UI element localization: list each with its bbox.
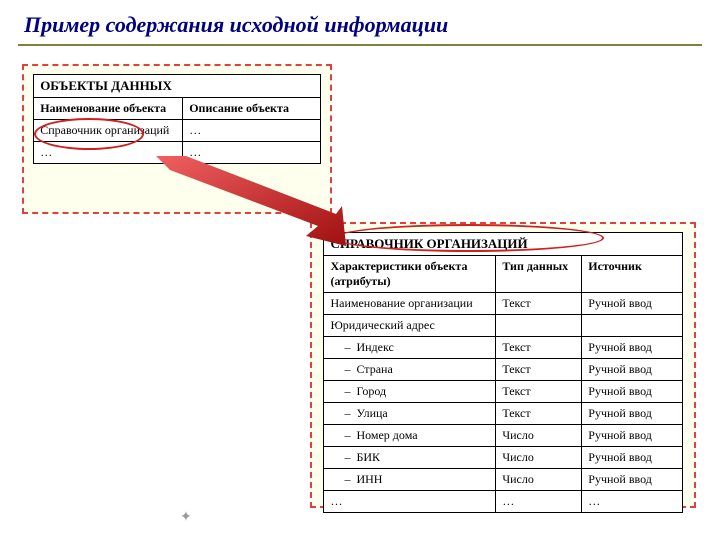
table-row: –УлицаТекстРучной ввод bbox=[324, 403, 682, 425]
table-row: Наименование организацииТекстРучной ввод bbox=[324, 293, 682, 315]
table-row: ……… bbox=[324, 491, 682, 513]
dir-col-0: Характеристики объекта (атрибуты) bbox=[324, 256, 496, 293]
cell-src: Ручной ввод bbox=[582, 447, 682, 469]
cell-attr: –ИНН bbox=[324, 469, 496, 491]
table-row: –Номер домаЧислоРучной ввод bbox=[324, 425, 682, 447]
cell-attr: –БИК bbox=[324, 447, 496, 469]
cell-attr: Юридический адрес bbox=[324, 315, 496, 337]
cell-src: Ручной ввод bbox=[582, 425, 682, 447]
cell: … bbox=[34, 142, 183, 164]
directory-table: СПРАВОЧНИК ОРГАНИЗАЦИЙ Характеристики об… bbox=[323, 232, 682, 513]
objects-col-1: Описание объекта bbox=[183, 98, 321, 120]
objects-table-title: ОБЪЕКТЫ ДАННЫХ bbox=[34, 75, 321, 98]
cell-src bbox=[582, 315, 682, 337]
page-corner-icon: ✦ bbox=[180, 509, 192, 526]
cell-type: Текст bbox=[496, 359, 582, 381]
cell-attr: –Улица bbox=[324, 403, 496, 425]
cell-type: Число bbox=[496, 469, 582, 491]
directory-frame: СПРАВОЧНИК ОРГАНИЗАЦИЙ Характеристики об… bbox=[310, 222, 696, 508]
table-row: Юридический адрес bbox=[324, 315, 682, 337]
cell-type: Число bbox=[496, 425, 582, 447]
table-row: –БИКЧислоРучной ввод bbox=[324, 447, 682, 469]
cell: Справочник организаций bbox=[34, 120, 183, 142]
cell-attr: … bbox=[324, 491, 496, 513]
cell-attr: –Номер дома bbox=[324, 425, 496, 447]
cell-src: Ручной ввод bbox=[582, 403, 682, 425]
cell: … bbox=[183, 120, 321, 142]
directory-table-title: СПРАВОЧНИК ОРГАНИЗАЦИЙ bbox=[324, 233, 682, 256]
table-row: –ИндексТекстРучной ввод bbox=[324, 337, 682, 359]
cell-attr: –Город bbox=[324, 381, 496, 403]
objects-frame: ОБЪЕКТЫ ДАННЫХ Наименование объекта Опис… bbox=[22, 64, 332, 214]
cell-type bbox=[496, 315, 582, 337]
cell-type: Число bbox=[496, 447, 582, 469]
dir-col-1: Тип данных bbox=[496, 256, 582, 293]
cell-src: Ручной ввод bbox=[582, 337, 682, 359]
cell-type: Текст bbox=[496, 337, 582, 359]
cell-src: Ручной ввод bbox=[582, 359, 682, 381]
cell-type: Текст bbox=[496, 293, 582, 315]
cell: … bbox=[183, 142, 321, 164]
table-row: –ИННЧислоРучной ввод bbox=[324, 469, 682, 491]
slide-title: Пример содержания исходной информации bbox=[24, 12, 448, 38]
cell-type: Текст bbox=[496, 381, 582, 403]
objects-table: ОБЪЕКТЫ ДАННЫХ Наименование объекта Опис… bbox=[33, 74, 321, 164]
cell-src: … bbox=[582, 491, 682, 513]
cell-src: Ручной ввод bbox=[582, 381, 682, 403]
cell-type: Текст bbox=[496, 403, 582, 425]
title-underline bbox=[18, 44, 702, 46]
cell-src: Ручной ввод bbox=[582, 293, 682, 315]
cell-type: … bbox=[496, 491, 582, 513]
objects-col-0: Наименование объекта bbox=[34, 98, 183, 120]
cell-src: Ручной ввод bbox=[582, 469, 682, 491]
cell-attr: –Индекс bbox=[324, 337, 496, 359]
dir-col-2: Источник bbox=[582, 256, 682, 293]
table-row: –ГородТекстРучной ввод bbox=[324, 381, 682, 403]
table-row: –СтранаТекстРучной ввод bbox=[324, 359, 682, 381]
table-row: Справочник организаций … bbox=[34, 120, 321, 142]
cell-attr: Наименование организации bbox=[324, 293, 496, 315]
cell-attr: –Страна bbox=[324, 359, 496, 381]
table-row: … … bbox=[34, 142, 321, 164]
